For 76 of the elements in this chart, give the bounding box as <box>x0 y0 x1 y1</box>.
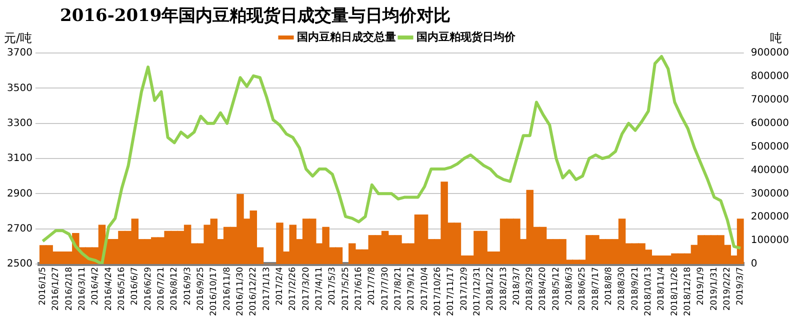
y2-tick-label: 500000 <box>750 141 790 152</box>
x-tick-label: 2016/5/16 <box>116 267 127 311</box>
x-tick-label: 2018/8/8 <box>604 267 614 306</box>
y2-tick-label: 700000 <box>750 94 790 106</box>
legend-label: 国内豆粕日成交总量 <box>297 30 396 44</box>
y2-tick-label: 0 <box>750 258 758 270</box>
x-tick-label: 2016/9/3 <box>182 267 193 306</box>
x-tick-label: 2017/4/11 <box>314 267 324 311</box>
chart-title: 2016-2019年国内豆粕现货日成交量与日均价对比 <box>60 5 452 27</box>
x-tick-label: 2016/4/2 <box>90 267 101 306</box>
x-tick-label: 2019/1/9 <box>696 267 706 306</box>
y-tick-label: 3700 <box>6 48 32 59</box>
x-tick-label: 2016/11/8 <box>222 267 232 311</box>
x-tick-label: 2018/10/13 <box>644 267 654 316</box>
x-tick-label: 2016/11/30 <box>235 267 246 316</box>
x-tick-label: 2017/2/4 <box>274 267 285 306</box>
y2-tick-label: 600000 <box>750 118 790 129</box>
x-tick-label: 2017/10/4 <box>420 267 430 311</box>
x-tick-label: 2017/3/20 <box>301 267 312 311</box>
y2-tick-label: 400000 <box>750 164 790 176</box>
x-tick-label: 2017/1/13 <box>262 267 272 311</box>
x-tick-label: 2018/7/17 <box>590 267 601 311</box>
x-tick-label: 2016/1/5 <box>38 267 48 306</box>
x-tick-label: 2018/9/21 <box>630 267 640 311</box>
x-tick-label: 2018/11/4 <box>656 267 667 311</box>
x-tick-label: 2018/5/12 <box>551 267 562 311</box>
x-tick-label: 2019/1/31 <box>709 267 720 311</box>
y-axis-title: 元/吨 <box>4 31 32 46</box>
x-tick-label: 2018/3/7 <box>512 267 522 306</box>
x-tick-label: 2016/8/12 <box>170 267 180 311</box>
x-tick-label: 2016/4/24 <box>104 267 114 311</box>
x-tick-label: 2016/3/11 <box>77 267 88 311</box>
x-tick-label: 2018/4/20 <box>538 267 548 311</box>
y-tick-label: 2700 <box>6 223 32 234</box>
y-tick-label: 2500 <box>6 258 32 270</box>
y2-tick-label: 200000 <box>750 212 790 223</box>
x-tick-label: 2019/3/7 <box>736 267 746 306</box>
y-tick-label: 3500 <box>6 82 32 94</box>
x-tick-label: 2016/9/25 <box>196 267 206 311</box>
x-tick-label: 2017/10/26 <box>432 267 443 316</box>
x-tick-label: 2017/9/12 <box>406 267 417 311</box>
x-tick-label: 2017/12/9 <box>459 267 470 311</box>
x-tick-label: 2017/8/21 <box>393 267 404 311</box>
x-tick-label: 2018/2/13 <box>498 267 509 311</box>
x-tick-label: 2018/3/29 <box>525 267 536 311</box>
x-tick-label: 2019/2/22 <box>722 267 733 311</box>
x-tick-label: 2018/11/26 <box>670 267 680 316</box>
x-tick-label: 2016/7/21 <box>156 267 166 311</box>
x-tick-label: 2016/6/7 <box>130 267 140 306</box>
x-tick-label: 2018/12/18 <box>683 267 694 316</box>
x-tick-label: 2016/12/22 <box>248 267 259 316</box>
y-tick-label: 3300 <box>6 118 32 129</box>
x-tick-label: 2017/5/3 <box>328 267 338 306</box>
x-tick-label: 2017/7/8 <box>367 267 378 306</box>
x-tick-label: 2017/11/17 <box>446 267 456 316</box>
x-tick-label: 2017/6/16 <box>354 267 364 311</box>
y2-tick-label: 800000 <box>750 71 790 82</box>
x-tick-label: 2018/6/25 <box>578 267 588 311</box>
x-tick-label: 2016/2/18 <box>64 267 74 311</box>
y-tick-label: 3100 <box>6 153 32 164</box>
x-tick-label: 2018/1/22 <box>486 267 496 311</box>
x-tick-label: 2017/7/30 <box>380 267 390 311</box>
y2-tick-label: 100000 <box>750 235 790 246</box>
y2-axis-title: 吨 <box>770 31 782 46</box>
x-tick-label: 2017/2/26 <box>288 267 298 311</box>
y2-tick-label: 300000 <box>750 188 790 200</box>
x-tick-label: 2018/8/30 <box>617 267 628 311</box>
legend-label: 国内豆粕现货日均价 <box>416 30 516 44</box>
x-tick-label: 2017/12/31 <box>472 267 482 316</box>
x-tick-label: 2018/6/3 <box>564 267 575 306</box>
x-tick-label: 2017/5/25 <box>340 267 351 311</box>
x-tick-label: 2016/10/17 <box>209 267 220 316</box>
y-tick-label: 2900 <box>6 188 32 200</box>
x-tick-label: 2016/1/27 <box>51 267 62 311</box>
x-tick-label: 2016/6/29 <box>143 267 154 311</box>
y2-tick-label: 900000 <box>750 48 790 59</box>
